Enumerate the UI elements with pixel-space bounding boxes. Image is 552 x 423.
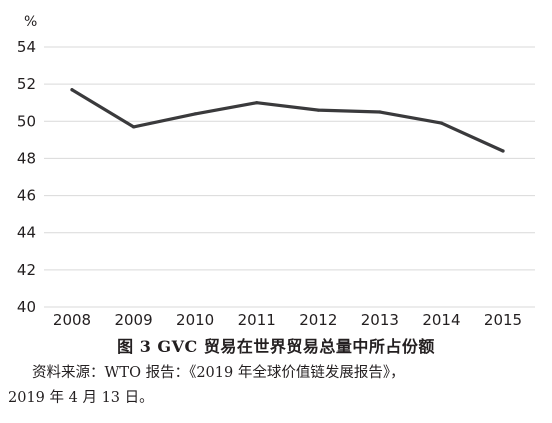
source-note: 资料来源：WTO 报告：《2019 年全球价值链发展报告》， 2019 年 4 … bbox=[8, 361, 544, 411]
data-point bbox=[70, 88, 74, 92]
data-point bbox=[316, 108, 320, 112]
y-tick-label: 40 bbox=[17, 298, 36, 316]
x-tick-label: 2012 bbox=[299, 311, 337, 329]
source-note-line-2: 2019 年 4 月 13 日。 bbox=[8, 390, 154, 406]
y-tick-label: 50 bbox=[17, 112, 36, 130]
data-point bbox=[439, 121, 444, 125]
x-tick-label: 2009 bbox=[114, 311, 152, 329]
source-note-line-1: 资料来源：WTO 报告：《2019 年全球价值链发展报告》， bbox=[32, 365, 405, 381]
x-tick-label: 2015 bbox=[484, 311, 522, 329]
data-point bbox=[255, 101, 259, 105]
y-tick-label: 52 bbox=[17, 75, 36, 93]
y-tick-label: 48 bbox=[17, 149, 36, 167]
line-chart: 40 42 44 46 48 50 52 54 2008 2009 2010 2011 2012 201… bbox=[17, 14, 535, 329]
data-point bbox=[378, 110, 382, 114]
data-point bbox=[193, 112, 197, 116]
y-axis-tick-labels: 40 42 44 46 48 50 52 54 bbox=[17, 38, 36, 316]
x-tick-label: 2013 bbox=[361, 311, 399, 329]
y-tick-label: 46 bbox=[17, 187, 36, 205]
data-point bbox=[131, 125, 136, 129]
data-point bbox=[501, 149, 505, 153]
y-tick-label: 42 bbox=[17, 261, 36, 279]
grid-lines bbox=[44, 46, 535, 308]
y-tick-label: 44 bbox=[17, 224, 36, 242]
x-axis-tick-labels: 2008 2009 2010 2011 2012 2013 2014 2015 bbox=[53, 311, 522, 329]
x-tick-label: 2011 bbox=[238, 311, 276, 329]
x-tick-label: 2008 bbox=[53, 311, 91, 329]
y-tick-label: 54 bbox=[17, 38, 36, 56]
figure-caption: 图 3 GVC 贸易在世界贸易总量中所占份额 bbox=[117, 337, 435, 356]
x-tick-label: 2010 bbox=[176, 311, 214, 329]
series-line bbox=[70, 88, 505, 153]
x-tick-label: 2014 bbox=[422, 311, 460, 329]
series-layer bbox=[70, 88, 505, 153]
y-axis-unit-label: % bbox=[24, 14, 37, 30]
